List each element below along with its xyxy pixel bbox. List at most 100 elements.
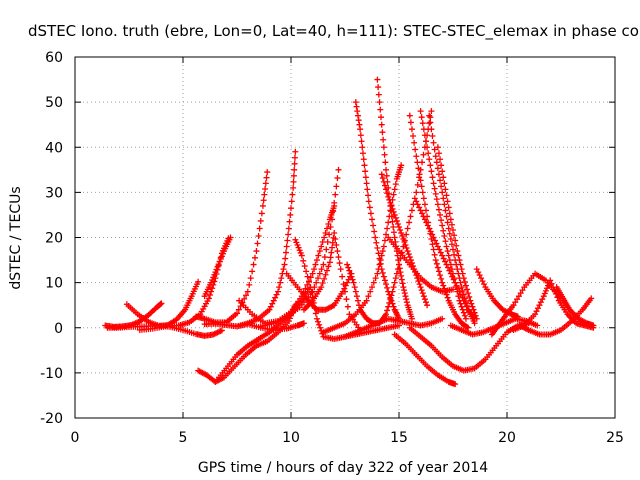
trace-marker — [394, 252, 401, 259]
data-point — [326, 259, 333, 266]
trace-marker — [370, 279, 377, 286]
trace-marker — [444, 219, 451, 226]
trace-marker — [470, 306, 477, 313]
trace-marker — [334, 248, 341, 255]
trace-marker — [379, 129, 386, 136]
trace-marker — [362, 174, 369, 181]
trace-marker — [533, 308, 540, 315]
data-point — [471, 315, 478, 322]
trace-marker — [366, 204, 373, 211]
trace-marker — [282, 249, 289, 256]
data-point — [434, 144, 441, 151]
series-29 — [391, 331, 459, 388]
trace-marker — [423, 138, 429, 145]
data-point — [447, 270, 454, 277]
trace-marker — [257, 217, 264, 224]
trace-marker — [420, 195, 427, 202]
trace-marker — [434, 201, 441, 208]
trace-marker — [442, 186, 449, 193]
trace-marker — [437, 156, 444, 163]
trace-marker — [375, 84, 382, 91]
trace-marker — [401, 290, 408, 297]
trace-marker — [252, 254, 258, 261]
trace-marker — [261, 191, 268, 198]
trace-marker — [461, 278, 468, 285]
data-point — [437, 211, 444, 218]
trace-marker — [334, 175, 341, 182]
trace-marker — [419, 120, 426, 127]
data-point — [408, 315, 415, 322]
data-point — [365, 198, 372, 205]
trace-marker — [428, 168, 435, 175]
trace-marker — [369, 216, 375, 223]
data-point — [298, 252, 305, 259]
trace-marker — [358, 138, 365, 145]
x-tick-label: 5 — [179, 430, 188, 446]
trace-marker — [322, 271, 329, 278]
trace-marker — [420, 213, 427, 220]
data-point — [244, 288, 251, 295]
trace-marker — [379, 269, 386, 276]
trace-marker — [392, 181, 399, 188]
trace-marker — [407, 119, 414, 126]
trace-marker — [434, 264, 441, 271]
series-15 — [283, 270, 355, 313]
trace-marker — [414, 201, 421, 208]
data-point — [195, 278, 202, 285]
trace-marker — [446, 257, 453, 264]
trace-marker — [433, 260, 440, 267]
trace-marker — [288, 205, 294, 212]
trace-marker — [411, 139, 418, 146]
data-point — [318, 243, 325, 250]
data-point — [443, 243, 450, 250]
trace-marker — [434, 165, 441, 172]
trace-marker — [360, 150, 366, 157]
trace-marker — [291, 160, 298, 167]
data-point — [378, 121, 385, 128]
trace-marker — [459, 306, 466, 313]
trace-marker — [519, 287, 526, 294]
trace-marker — [430, 139, 437, 146]
trace-marker — [262, 180, 269, 187]
trace-marker — [254, 240, 261, 247]
trace-marker — [461, 312, 468, 319]
trace-marker — [447, 236, 454, 243]
trace-marker — [397, 226, 404, 233]
data-point — [385, 288, 392, 295]
data-point — [391, 234, 398, 241]
data-point — [473, 266, 480, 273]
trace-marker — [378, 114, 384, 121]
trace-marker — [450, 226, 456, 233]
trace-marker — [435, 150, 442, 157]
trace-marker — [418, 114, 425, 121]
data-point — [454, 248, 461, 255]
trace-marker — [278, 275, 285, 282]
trace-marker — [435, 206, 442, 213]
trace-marker — [415, 278, 422, 285]
data-point — [432, 153, 439, 160]
trace-marker — [363, 180, 370, 187]
trace-marker — [456, 257, 463, 264]
series-33 — [510, 277, 597, 334]
series-20 — [320, 162, 405, 336]
trace-marker — [443, 291, 450, 298]
trace-marker — [258, 210, 265, 217]
data-point — [452, 381, 459, 388]
y-tick-label: 0 — [54, 321, 63, 337]
trace-marker — [277, 279, 284, 286]
trace-marker — [395, 257, 402, 264]
trace-marker — [380, 136, 387, 143]
trace-marker — [336, 260, 343, 267]
trace-marker — [428, 126, 435, 133]
trace-marker — [381, 277, 388, 284]
trace-marker — [288, 198, 295, 205]
trace-marker — [446, 210, 453, 217]
trace-marker — [321, 275, 328, 282]
x-axis-label: GPS time / hours of day 322 of year 2014 — [198, 460, 488, 476]
trace-marker — [548, 280, 555, 287]
trace-marker — [354, 297, 361, 304]
data-point — [465, 324, 472, 331]
trace-marker — [290, 172, 297, 179]
data-point — [313, 315, 320, 322]
